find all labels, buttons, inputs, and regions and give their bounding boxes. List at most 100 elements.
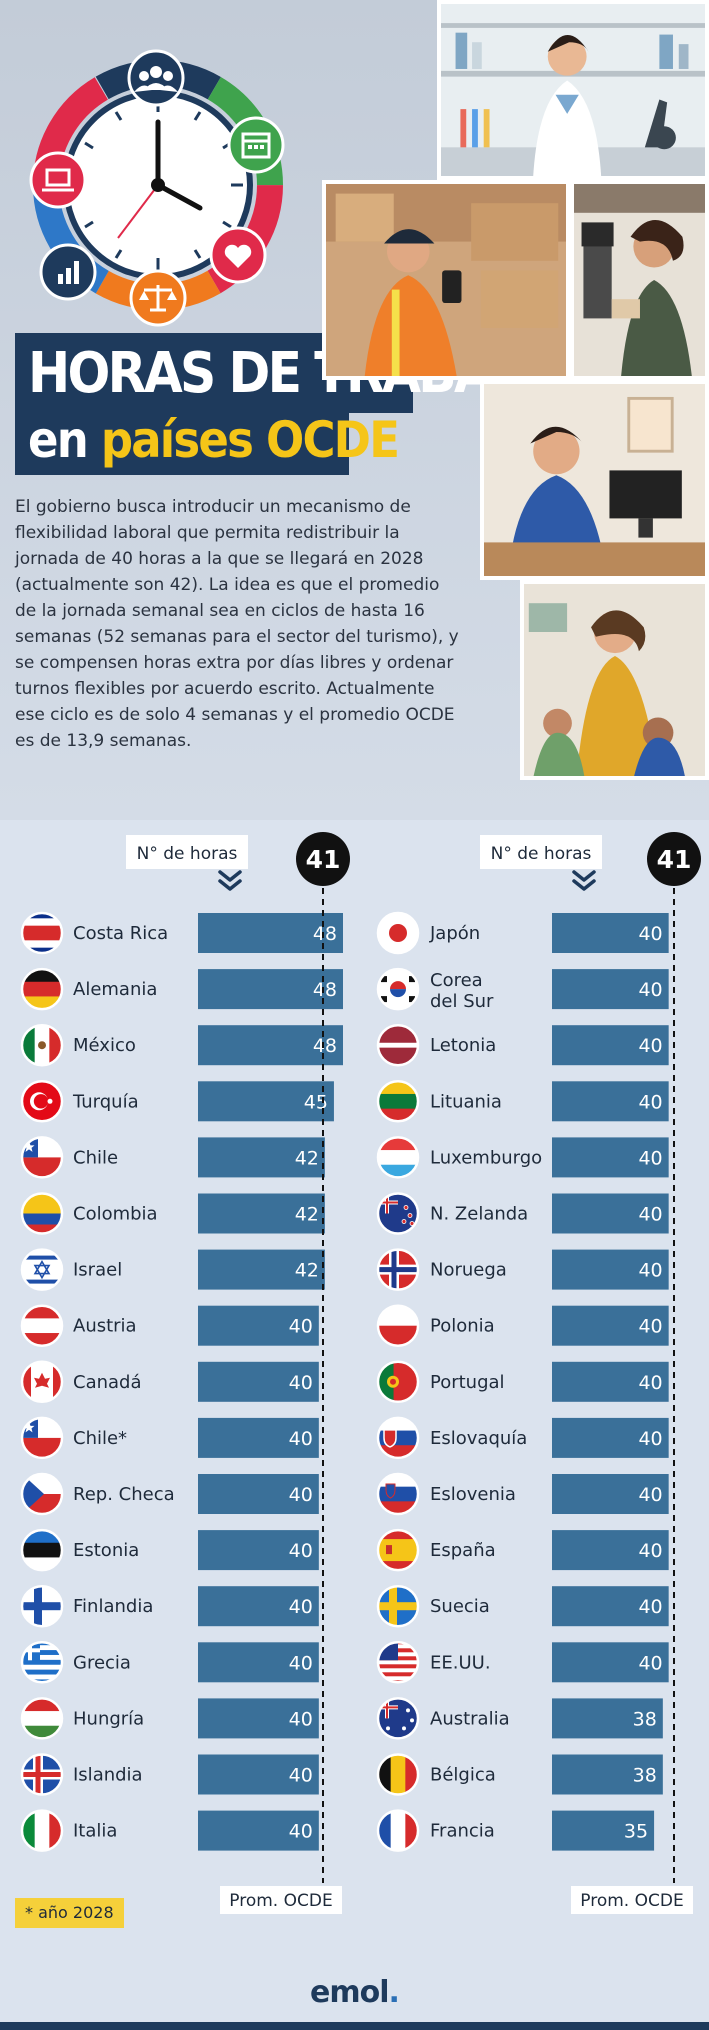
- row-colombia: Colombia 42: [20, 1192, 325, 1235]
- bar-chile: [198, 1137, 325, 1178]
- photo-lab-scientist: [437, 0, 709, 180]
- flag-australia: [376, 1697, 420, 1740]
- country-label: Suecia: [430, 1596, 490, 1617]
- row-japon: Japón 40: [376, 911, 669, 955]
- row-austria: Austria 40: [20, 1304, 319, 1347]
- country-label: Rep. Checa: [73, 1484, 175, 1505]
- flag-portugal: [376, 1360, 420, 1404]
- row-finlandia: Finlandia 40: [20, 1584, 319, 1628]
- country-label: Letonia: [430, 1035, 496, 1056]
- average-label-box: [220, 1886, 342, 1914]
- flag-colombia: [20, 1192, 64, 1235]
- bar-value-label: 38: [633, 1708, 657, 1730]
- bar-value-label: 42: [295, 1260, 319, 1282]
- country-label: Islandia: [73, 1765, 143, 1786]
- flag-lituania: [376, 1080, 420, 1123]
- row-islandia: Islandia 40: [20, 1753, 319, 1796]
- average-label: Prom. OCDE: [580, 1891, 683, 1911]
- flag-islandia: [20, 1753, 64, 1796]
- country-label: Finlandia: [73, 1596, 153, 1617]
- flag-eslovaquia: [376, 1416, 420, 1460]
- bar-value-label: 40: [638, 1372, 662, 1394]
- bar-value-label: 40: [638, 923, 662, 945]
- bar-value-label: 40: [638, 1035, 662, 1057]
- bar-value-label: 48: [313, 979, 337, 1001]
- row-costa-rica: Costa Rica 48: [20, 911, 343, 955]
- row-espana: España 40: [376, 1528, 669, 1572]
- bar-value-label: 40: [289, 1316, 313, 1338]
- bar-austria: [198, 1305, 319, 1346]
- heart-icon: [209, 226, 267, 284]
- flag-polonia: [376, 1304, 420, 1347]
- country-label: México: [73, 1035, 136, 1056]
- country-label: Australia: [430, 1708, 510, 1729]
- row-luxemburgo: Luxemburgo 40: [376, 1136, 669, 1179]
- row-rep-checa: Rep. Checa 40: [20, 1472, 319, 1516]
- row-francia: Francia 35: [376, 1809, 655, 1852]
- country-label: Francia: [430, 1821, 495, 1842]
- bar-value-label: 40: [638, 1428, 662, 1450]
- country-label: Turquía: [72, 1091, 139, 1112]
- flag-italia: [20, 1809, 64, 1852]
- flag-turquia: [20, 1080, 64, 1123]
- bar-value-label: 48: [313, 923, 337, 945]
- flag-finlandia: [20, 1584, 64, 1628]
- column-header: [480, 835, 602, 869]
- flag-suecia: [376, 1584, 420, 1628]
- row-chile: Chile 42: [20, 1136, 325, 1179]
- bar-value-label: 40: [289, 1372, 313, 1394]
- column-header-label: N° de horas: [137, 844, 238, 864]
- flag-estonia: [20, 1528, 64, 1572]
- column-header: [126, 835, 248, 869]
- bar-alemania: [198, 969, 343, 1010]
- bar-value-label: 40: [638, 1596, 662, 1618]
- bar-value-label: 40: [638, 979, 662, 1001]
- flag-austria: [20, 1304, 64, 1347]
- page-subtitle: en países OCDE: [28, 411, 400, 469]
- country-label: Polonia: [430, 1316, 495, 1337]
- bar-value-label: 40: [638, 1204, 662, 1226]
- row-turquia: Turquía 45: [20, 1080, 334, 1123]
- flag-corea-del-sur: [376, 967, 420, 1011]
- photo-teacher: [520, 580, 709, 780]
- country-label: Bélgica: [430, 1765, 496, 1786]
- country-label: Chile: [73, 1147, 118, 1168]
- bar-costa-rica: [198, 913, 343, 953]
- row-chile: Chile* 40: [20, 1416, 319, 1460]
- emol-logo: emol.: [310, 1975, 400, 2010]
- bar-japon: [552, 913, 669, 953]
- photo-warehouse-worker: [322, 180, 570, 380]
- flag-hungria: [20, 1697, 64, 1740]
- flag-grecia: [20, 1641, 64, 1684]
- bar-value-label: 40: [289, 1765, 313, 1787]
- row-italia: Italia 40: [20, 1809, 319, 1852]
- country-label: N. Zelanda: [430, 1204, 528, 1225]
- bar-value-label: 40: [289, 1708, 313, 1730]
- country-label: Luxemburgo: [430, 1147, 542, 1168]
- row-polonia: Polonia 40: [376, 1304, 669, 1347]
- bar-value-label: 40: [289, 1821, 313, 1843]
- flag-costa-rica: [20, 911, 64, 955]
- bar-noruega: [552, 1249, 669, 1290]
- flag-espana: [376, 1528, 420, 1572]
- country-label: Austria: [73, 1316, 137, 1337]
- country-label: Israel: [73, 1260, 122, 1281]
- country-label: Eslovenia: [430, 1484, 516, 1505]
- average-value: 41: [306, 845, 341, 874]
- bar-value-label: 45: [304, 1091, 328, 1113]
- bar-value-label: 48: [313, 1035, 337, 1057]
- bar-italia: [198, 1810, 319, 1851]
- flag-mexico: [20, 1023, 64, 1067]
- people-icon: [127, 49, 185, 107]
- bar-value-label: 40: [638, 1540, 662, 1562]
- bar-suecia: [552, 1586, 669, 1627]
- flag-luxemburgo: [376, 1136, 420, 1179]
- bar-chile: [198, 1417, 319, 1458]
- row-corea-del-sur: Corea del Sur 40: [376, 967, 669, 1012]
- bar-islandia: [198, 1754, 319, 1795]
- flag-israel: [20, 1248, 64, 1291]
- bar-value-label: 40: [638, 1091, 662, 1113]
- country-label: Costa Rica: [73, 923, 168, 944]
